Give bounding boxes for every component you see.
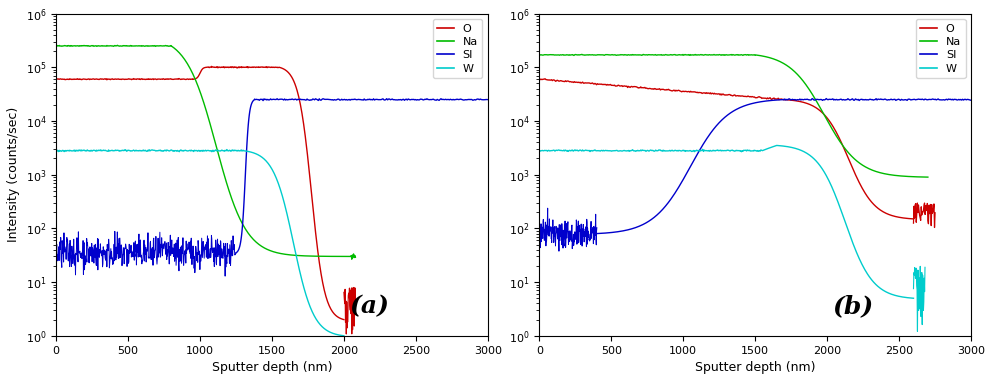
Legend: O, Na, SI, W: O, Na, SI, W [916,19,965,78]
Y-axis label: Intensity (counts/sec): Intensity (counts/sec) [7,107,20,242]
X-axis label: Sputter depth (nm): Sputter depth (nm) [695,361,815,374]
Text: (a): (a) [349,294,390,318]
X-axis label: Sputter depth (nm): Sputter depth (nm) [211,361,332,374]
Legend: O, Na, SI, W: O, Na, SI, W [433,19,482,78]
Text: (b): (b) [833,294,874,318]
